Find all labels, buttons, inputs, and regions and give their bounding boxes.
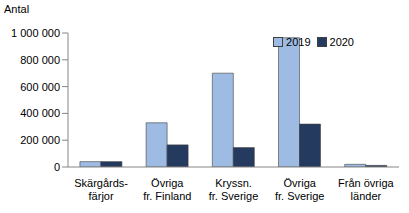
- svg-text:Skärgårds-färjor: Skärgårds-färjor: [74, 177, 128, 202]
- svg-text:400 000: 400 000: [20, 107, 60, 119]
- svg-text:Övrigafr. Finland: Övrigafr. Finland: [143, 177, 191, 202]
- html-text:2020: 2020: [329, 36, 354, 48]
- svg-text:600 000: 600 000: [20, 81, 60, 93]
- svg-text:Från övrigaländer: Från övrigaländer: [338, 177, 395, 202]
- html-text:2019: 2019: [286, 36, 311, 48]
- svg-text:800 000: 800 000: [20, 54, 60, 66]
- svg-text:Övrigafr. Sverige: Övrigafr. Sverige: [275, 177, 325, 202]
- svg-text:1 000 000: 1 000 000: [11, 27, 60, 39]
- svg-text:0: 0: [54, 161, 60, 173]
- svg-text:200 000: 200 000: [20, 134, 60, 146]
- html-text:Antal: Antal: [4, 3, 30, 15]
- svg-text:Kryssn.fr. Sverige: Kryssn.fr. Sverige: [209, 177, 259, 202]
